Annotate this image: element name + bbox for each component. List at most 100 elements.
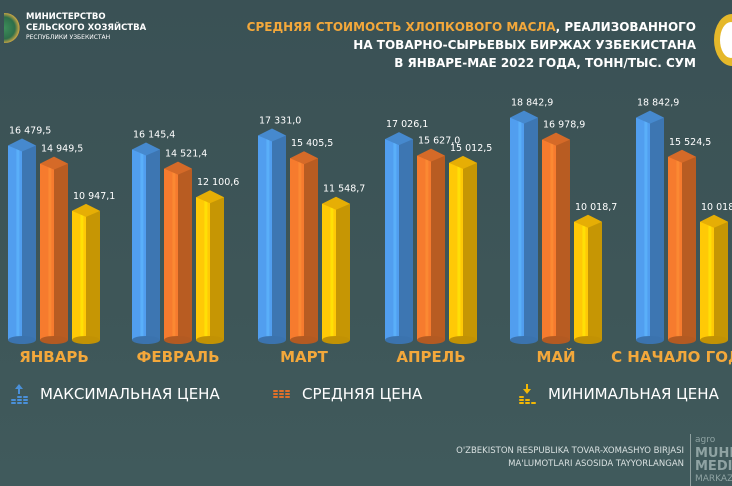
data-label: 11 548,7 xyxy=(323,184,365,195)
bar-front-left xyxy=(385,139,399,340)
brand-logo: agro MUHIT MEDIA MARKAZI xyxy=(690,434,732,486)
legend-item-min: МИНИМАЛЬНАЯ ЦЕНА xyxy=(518,384,719,404)
bar-highlight xyxy=(204,197,208,340)
category-label: МАРТ xyxy=(280,348,329,366)
bar-cap xyxy=(322,196,350,210)
category-label: ФЕВРАЛЬ xyxy=(136,348,219,366)
coins-stack-icon xyxy=(272,384,292,404)
bar-highlight xyxy=(172,168,176,340)
bar-cap xyxy=(290,151,318,165)
legend-item-max: МАКСИМАЛЬНАЯ ЦЕНА xyxy=(10,384,220,404)
bar-front-left xyxy=(72,210,86,340)
bar-highlight xyxy=(582,221,586,340)
bar-highlight xyxy=(16,145,20,340)
bar-highlight xyxy=(425,155,429,340)
ministry-emblem-icon xyxy=(4,12,20,43)
data-label: 14 521,4 xyxy=(165,149,207,160)
bar-base xyxy=(385,336,413,344)
bar-base xyxy=(417,336,445,344)
data-label: 15 627,0 xyxy=(418,136,460,147)
bar-base xyxy=(510,336,538,344)
category-label: ЯНВАРЬ xyxy=(19,348,89,366)
data-label: 10 947,1 xyxy=(73,191,115,202)
bar-highlight xyxy=(48,163,52,340)
bar-front-right xyxy=(86,210,100,340)
source-note: O'ZBEKISTON RESPUBLIKA TOVAR-XOMASHYO BI… xyxy=(456,445,684,471)
bar-highlight xyxy=(708,221,712,340)
category-label: МАЙ xyxy=(536,347,575,366)
bar-highlight xyxy=(330,203,334,340)
bar-front-left xyxy=(668,156,682,340)
bar-cap xyxy=(668,149,696,163)
data-label: 16 479,5 xyxy=(9,126,51,137)
bar-front-left xyxy=(700,221,714,340)
bar-front-right xyxy=(304,158,318,340)
source-line2: MA'LUMOTLARI ASOSIDA TAYYORLANGAN xyxy=(508,459,684,469)
title-line3: В ЯНВАРЕ-МАЕ 2022 ГОДА, ТОНН/ТЫС. СУМ xyxy=(394,56,696,70)
ministry-name-line1: МИНИСТЕРСТВО xyxy=(26,12,106,22)
bar-highlight xyxy=(80,210,84,340)
bar-base xyxy=(449,336,477,344)
bar-front-right xyxy=(336,203,350,340)
bar-front-right xyxy=(146,149,160,340)
bar-front-right xyxy=(54,163,68,340)
corner-logo-icon xyxy=(714,14,732,66)
bar-front-right xyxy=(556,139,570,340)
bar-highlight xyxy=(518,117,522,340)
category-label: АПРЕЛЬ xyxy=(396,348,465,366)
bar-cap xyxy=(700,214,728,228)
bar-base xyxy=(8,336,36,344)
category-label: С НАЧАЛО ГОДА xyxy=(611,348,732,366)
bar-cap xyxy=(417,148,445,162)
bar-front-right xyxy=(210,197,224,340)
bar-cap xyxy=(449,155,477,169)
bar-front-left xyxy=(40,163,54,340)
legend-label-avg: СРЕДНЯЯ ЦЕНА xyxy=(302,385,423,403)
data-label: 14 949,5 xyxy=(41,144,83,155)
bar-highlight xyxy=(298,158,302,340)
bar-base xyxy=(668,336,696,344)
bar-base xyxy=(72,336,100,344)
ministry-logo-block: МИНИСТЕРСТВО СЕЛЬСКОГО ХОЗЯЙСТВА РЕСПУБЛ… xyxy=(4,12,146,44)
bar-base xyxy=(164,336,192,344)
bar-front-left xyxy=(258,135,272,340)
bar-front-right xyxy=(399,139,413,340)
data-label: 18 842,9 xyxy=(511,98,553,109)
legend-label-min: МИНИМАЛЬНАЯ ЦЕНА xyxy=(548,385,719,403)
bar-cap xyxy=(164,161,192,175)
data-label: 12 100,6 xyxy=(197,177,239,188)
bar-front-right xyxy=(431,155,445,340)
bar-base xyxy=(196,336,224,344)
ministry-name-line2: СЕЛЬСКОГО ХОЗЯЙСТВА xyxy=(26,22,147,33)
bar-base xyxy=(40,336,68,344)
source-line1: O'ZBEKISTON RESPUBLIKA TOVAR-XOMASHYO BI… xyxy=(456,446,684,456)
legend-label-max: МАКСИМАЛЬНАЯ ЦЕНА xyxy=(40,385,220,403)
bar-front-right xyxy=(588,221,602,340)
bar-cap xyxy=(132,142,160,156)
bar-front-left xyxy=(322,203,336,340)
bar-front-left xyxy=(290,158,304,340)
bar-highlight xyxy=(644,117,648,340)
bar-cap xyxy=(258,128,286,142)
bar-front-left xyxy=(636,117,650,340)
data-label: 18 842,9 xyxy=(637,98,679,109)
data-label: 17 331,0 xyxy=(259,115,301,126)
bar-highlight xyxy=(140,149,144,340)
bar-front-left xyxy=(510,117,524,340)
bar-highlight xyxy=(676,156,680,340)
bar-front-right xyxy=(682,156,696,340)
title-highlight: СРЕДНЯЯ СТОИМОСТЬ ХЛОПКОВОГО МАСЛА xyxy=(246,20,556,34)
bar-cap xyxy=(196,190,224,204)
ministry-name-line3: РЕСПУБЛИКИ УЗБЕКИСТАН xyxy=(26,34,111,41)
bar-base xyxy=(574,336,602,344)
coins-up-arrow-icon xyxy=(10,384,30,404)
bar-front-left xyxy=(196,197,210,340)
bar-front-left xyxy=(449,162,463,340)
bar-front-right xyxy=(524,117,538,340)
title-rest: , РЕАЛИЗОВАННОГО xyxy=(555,20,696,34)
bar-base xyxy=(322,336,350,344)
bar-highlight xyxy=(457,162,461,340)
bar-front-right xyxy=(463,162,477,340)
bar-cap xyxy=(72,203,100,217)
